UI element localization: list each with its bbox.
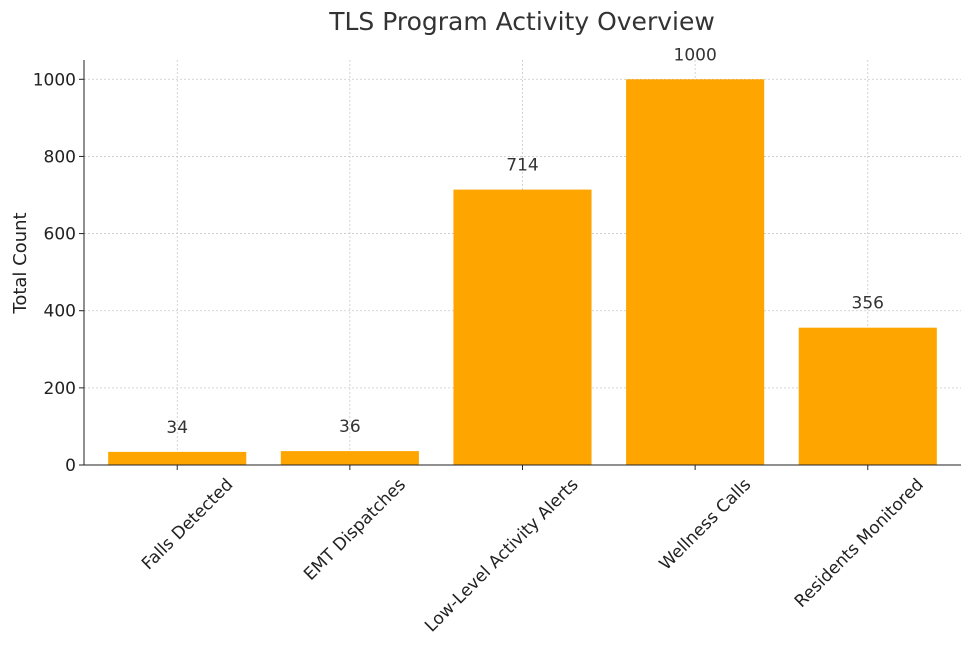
x-tick-label: Falls Detected — [138, 475, 237, 574]
bars — [108, 79, 937, 466]
y-tick-label: 600 — [44, 225, 76, 245]
data-label: 36 — [339, 417, 361, 437]
data-label: 34 — [166, 418, 188, 438]
data-label: 1000 — [674, 45, 717, 65]
y-tick-label: 1000 — [33, 70, 76, 90]
x-tick-label: EMT Dispatches — [300, 475, 410, 585]
x-tick-label: Residents Monitored — [791, 475, 928, 612]
bar — [798, 327, 937, 465]
data-labels: 34 36 714 1000 356 — [166, 45, 884, 438]
x-tick-label: Wellness Calls — [656, 475, 756, 575]
y-tick-label: 0 — [65, 456, 76, 476]
y-tick-label: 800 — [44, 147, 76, 167]
data-label: 356 — [852, 294, 884, 314]
data-label: 714 — [506, 156, 538, 176]
bar — [626, 79, 765, 466]
y-tick-label: 200 — [44, 379, 76, 399]
y-tick-label: 400 — [44, 302, 76, 322]
bar — [108, 451, 247, 465]
y-axis-label: Total Count — [10, 212, 31, 314]
x-tick-label: Low-Level Activity Alerts — [421, 475, 582, 636]
chart-title: TLS Program Activity Overview — [328, 7, 715, 36]
bar — [453, 189, 592, 465]
bar — [280, 451, 419, 465]
